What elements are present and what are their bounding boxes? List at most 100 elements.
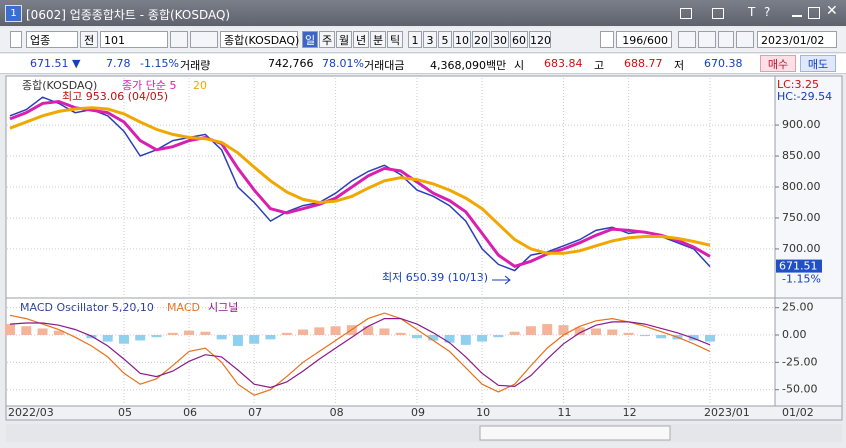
plot-frame bbox=[5, 75, 776, 407]
scroll-bar[interactable] bbox=[6, 424, 842, 442]
last-price-label: 671.51 bbox=[779, 260, 818, 273]
volume-label: 거래량 bbox=[180, 59, 211, 72]
period-button[interactable]: 5 bbox=[438, 31, 452, 48]
oscillator-bar bbox=[363, 326, 374, 335]
icon[interactable]: ? bbox=[764, 5, 771, 19]
sector-select[interactable]: 업종 bbox=[26, 31, 78, 48]
icon[interactable] bbox=[680, 8, 692, 19]
period-button[interactable]: 30 bbox=[491, 31, 509, 48]
low-annotation: 최저 650.39 (10/13) bbox=[382, 271, 488, 284]
y-tick-label: 850.00 bbox=[782, 149, 821, 162]
tool-button[interactable] bbox=[698, 31, 716, 48]
x-tick-label: 06 bbox=[183, 406, 197, 419]
sound-button[interactable] bbox=[190, 31, 218, 48]
oscillator-bar bbox=[167, 332, 178, 335]
period-button[interactable]: 월 bbox=[336, 31, 352, 48]
y-tick-label: 25.00 bbox=[782, 301, 814, 314]
icon[interactable] bbox=[712, 8, 724, 19]
oscillator-bar bbox=[232, 335, 243, 346]
y-tick-label: 750.00 bbox=[782, 211, 821, 224]
period-button[interactable]: 분 bbox=[370, 31, 386, 48]
oscillator-bar bbox=[428, 335, 439, 341]
oscillator-bar bbox=[558, 325, 569, 335]
period-button[interactable]: 일 bbox=[302, 31, 318, 48]
y-tick-label: 700.00 bbox=[782, 242, 821, 255]
code-input[interactable]: 101 bbox=[100, 31, 168, 48]
window-number: 1 bbox=[5, 5, 22, 22]
x-axis-bar bbox=[5, 405, 843, 421]
period-button[interactable]: 주 bbox=[319, 31, 335, 48]
y-tick-label: 0.00 bbox=[782, 328, 807, 341]
maximize[interactable] bbox=[808, 7, 820, 19]
period-button[interactable]: 20 bbox=[472, 31, 490, 48]
legend-macd: MACD bbox=[167, 301, 200, 314]
oscillator-bar bbox=[298, 329, 309, 335]
period-button[interactable]: 1 bbox=[408, 31, 422, 48]
period-button[interactable]: 틱 bbox=[387, 31, 403, 48]
y-tick-label: -50.00 bbox=[782, 383, 817, 396]
y-tick-label: 900.00 bbox=[782, 118, 821, 131]
x-tick-label: 05 bbox=[118, 406, 132, 419]
toolbar: 업종 전 101 종합(KOSDAQ) 일 주 월 년 분 틱 1 3 5 10 20 30 60 120… bbox=[0, 28, 846, 53]
x-tick-label: 07 bbox=[248, 406, 262, 419]
oscillator-bar bbox=[395, 332, 406, 335]
oscillator-bar bbox=[444, 335, 455, 343]
volume: 742,766 bbox=[268, 57, 314, 70]
oscillator-bar bbox=[639, 335, 650, 337]
oscillator-bar bbox=[281, 332, 292, 335]
x-tick-label: 09 bbox=[411, 406, 425, 419]
chart: 종합(KOSDAQ) 종가 단순 5 20 최고 953.06 (04/05) … bbox=[5, 75, 843, 442]
change: 7.78 bbox=[106, 57, 131, 70]
tool-button[interactable] bbox=[678, 31, 696, 48]
oscillator-bar bbox=[200, 331, 211, 335]
oscillator-bar bbox=[607, 329, 618, 335]
checkbox[interactable] bbox=[10, 31, 22, 48]
buy-button[interactable]: 매수 bbox=[760, 55, 796, 72]
oscillator-bar bbox=[542, 324, 553, 335]
period-button[interactable]: 3 bbox=[423, 31, 437, 48]
period-button[interactable]: 120 bbox=[529, 31, 551, 48]
oscillator-bar bbox=[118, 335, 129, 344]
oscillator-bar bbox=[379, 328, 390, 335]
open: 683.84 bbox=[544, 57, 583, 70]
search-button[interactable] bbox=[170, 31, 188, 48]
oscillator-bar bbox=[591, 328, 602, 335]
high: 688.77 bbox=[624, 57, 663, 70]
y-tick-label: -25.00 bbox=[782, 355, 817, 368]
dropdown[interactable] bbox=[600, 31, 614, 48]
legend-ma5: 종가 단순 5 bbox=[122, 79, 176, 92]
all-button[interactable]: 전 bbox=[80, 31, 98, 48]
x-tick-label: 08 bbox=[330, 406, 344, 419]
oscillator-bar bbox=[574, 327, 585, 335]
y-tick-label: 800.00 bbox=[782, 180, 821, 193]
icon[interactable]: T bbox=[748, 5, 756, 19]
period-button[interactable]: 년 bbox=[353, 31, 369, 48]
x-end-label: 01/02 bbox=[782, 406, 814, 419]
oscillator-bar bbox=[265, 335, 276, 340]
close[interactable]: ✕ bbox=[826, 3, 838, 19]
oscillator-bar bbox=[216, 335, 227, 340]
scroll-controls[interactable] bbox=[479, 425, 671, 441]
low: 670.38 bbox=[704, 57, 743, 70]
open-label: 시 bbox=[514, 59, 525, 72]
price: 671.51 ▼ bbox=[30, 57, 81, 70]
name-field: 종합(KOSDAQ) bbox=[220, 31, 299, 48]
period-button[interactable]: 10 bbox=[453, 31, 471, 48]
oscillator-bar bbox=[411, 335, 422, 339]
series-line bbox=[9, 312, 711, 396]
oscillator-bar bbox=[37, 328, 48, 335]
high-annotation: 최고 953.06 (04/05) bbox=[62, 90, 168, 103]
date-field[interactable]: 2023/01/02 bbox=[757, 31, 837, 48]
period-button[interactable]: 60 bbox=[510, 31, 528, 48]
oscillator-bar bbox=[705, 335, 715, 342]
save-button[interactable] bbox=[718, 31, 734, 48]
settings-button[interactable] bbox=[736, 31, 754, 48]
oscillator-bar bbox=[5, 324, 15, 335]
legend-osc: MACD Oscillator 5,20,10 bbox=[20, 301, 154, 314]
x-tick-label: 11 bbox=[557, 406, 571, 419]
minimize[interactable] bbox=[792, 15, 802, 17]
oscillator-bar bbox=[21, 326, 32, 335]
sell-button[interactable]: 매도 bbox=[800, 55, 836, 72]
oscillator-bar bbox=[525, 326, 536, 335]
last-rate-label: -1.15% bbox=[782, 273, 821, 286]
